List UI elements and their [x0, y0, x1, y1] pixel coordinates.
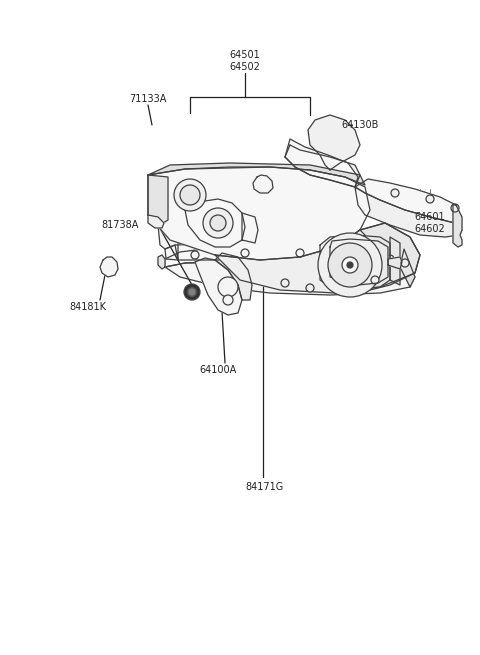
- Polygon shape: [185, 199, 245, 247]
- Text: 64601: 64601: [415, 212, 445, 222]
- Polygon shape: [215, 223, 420, 293]
- Text: 81738A: 81738A: [101, 220, 139, 230]
- Polygon shape: [355, 179, 462, 230]
- Text: 64502: 64502: [229, 62, 261, 72]
- Polygon shape: [165, 243, 408, 267]
- Polygon shape: [285, 139, 358, 187]
- Polygon shape: [400, 249, 415, 287]
- Polygon shape: [355, 187, 462, 237]
- Circle shape: [451, 204, 459, 212]
- Circle shape: [218, 277, 238, 297]
- Polygon shape: [258, 200, 358, 223]
- Polygon shape: [165, 261, 415, 295]
- Polygon shape: [148, 175, 168, 225]
- Circle shape: [386, 255, 394, 263]
- Polygon shape: [148, 163, 365, 185]
- Circle shape: [296, 249, 304, 257]
- Polygon shape: [330, 239, 388, 285]
- Circle shape: [174, 179, 206, 211]
- Circle shape: [241, 249, 249, 257]
- Circle shape: [187, 287, 197, 297]
- Text: 64501: 64501: [229, 50, 260, 60]
- Polygon shape: [165, 243, 408, 262]
- Polygon shape: [195, 258, 242, 315]
- Circle shape: [223, 295, 233, 305]
- Circle shape: [184, 284, 200, 300]
- Polygon shape: [148, 215, 164, 228]
- Circle shape: [328, 243, 372, 287]
- Circle shape: [191, 251, 199, 259]
- Polygon shape: [388, 257, 402, 269]
- Text: 84181K: 84181K: [70, 302, 107, 312]
- Polygon shape: [215, 253, 252, 300]
- Polygon shape: [320, 235, 390, 289]
- Polygon shape: [148, 167, 370, 260]
- Polygon shape: [260, 212, 355, 227]
- Circle shape: [210, 215, 226, 231]
- Text: 64100A: 64100A: [199, 365, 237, 375]
- Polygon shape: [308, 115, 360, 170]
- Circle shape: [281, 279, 289, 287]
- Circle shape: [342, 257, 358, 273]
- Polygon shape: [360, 223, 420, 290]
- Circle shape: [180, 185, 200, 205]
- Circle shape: [371, 276, 379, 284]
- Circle shape: [318, 233, 382, 297]
- Polygon shape: [453, 205, 462, 247]
- Text: 84171G: 84171G: [246, 482, 284, 492]
- Text: 64130B: 64130B: [341, 120, 379, 130]
- Circle shape: [306, 284, 314, 292]
- Text: 71133A: 71133A: [129, 94, 167, 104]
- Circle shape: [347, 262, 353, 268]
- Circle shape: [401, 259, 409, 267]
- Polygon shape: [390, 237, 400, 285]
- Text: 64602: 64602: [415, 224, 445, 234]
- Polygon shape: [253, 175, 273, 193]
- Circle shape: [203, 208, 233, 238]
- Circle shape: [351, 251, 359, 259]
- Polygon shape: [158, 205, 268, 260]
- Polygon shape: [242, 213, 258, 243]
- Polygon shape: [285, 145, 360, 187]
- Circle shape: [426, 195, 434, 203]
- Circle shape: [188, 288, 196, 296]
- Polygon shape: [100, 257, 118, 277]
- Circle shape: [391, 189, 399, 197]
- Polygon shape: [158, 255, 165, 269]
